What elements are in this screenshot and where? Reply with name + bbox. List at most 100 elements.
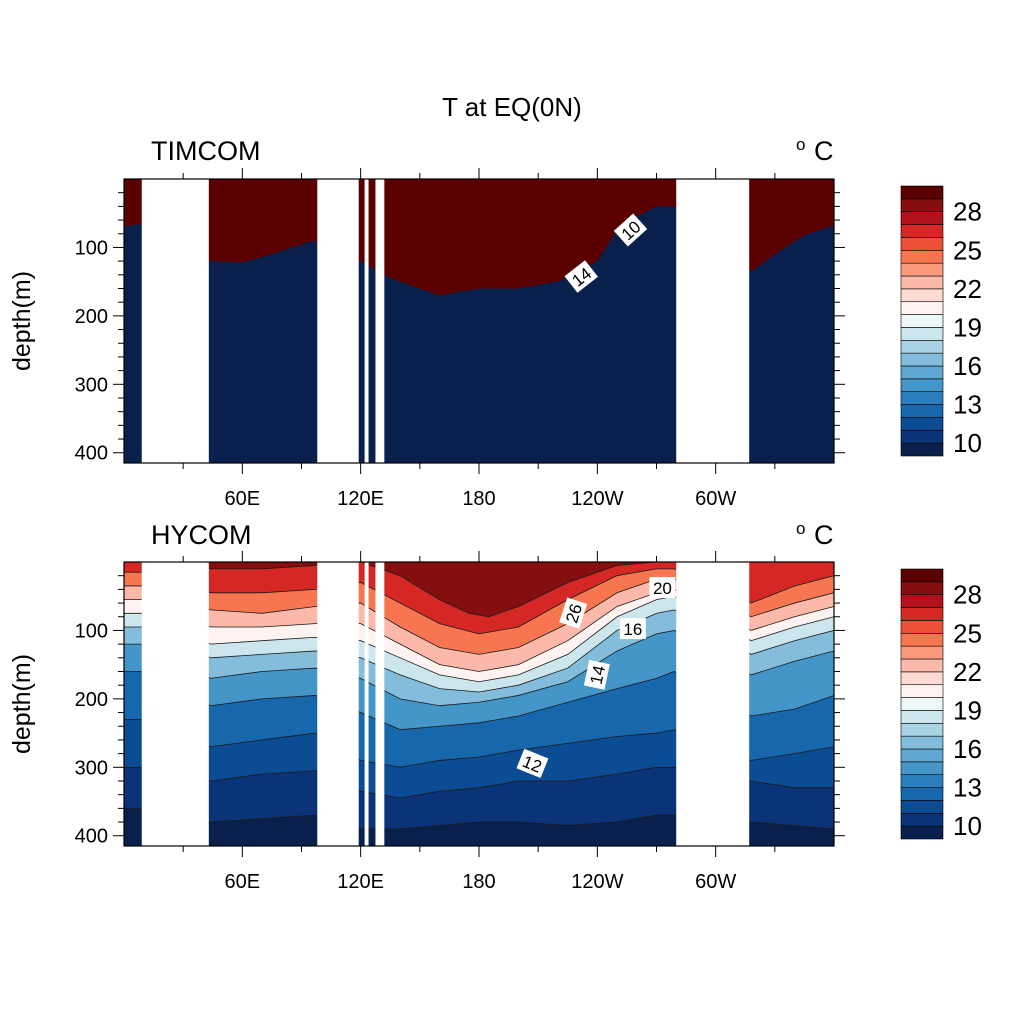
colorbar-box	[900, 658, 944, 673]
land-gap-2	[364, 178, 369, 464]
colorbar-label: 10	[953, 428, 982, 458]
colorbar-box	[900, 185, 944, 200]
colorbar-box	[900, 825, 944, 840]
x-tick-label: 60E	[225, 488, 261, 510]
colorbar-box	[900, 581, 944, 596]
colorbar-box	[900, 607, 944, 621]
colorbar-box	[900, 812, 944, 827]
colorbar-box	[900, 748, 944, 763]
contour-label: 20	[649, 577, 676, 599]
contour-label-text: 14	[587, 664, 610, 686]
y-axis-label: depth(m)	[8, 271, 36, 371]
colorbar-box	[900, 684, 944, 698]
colorbar-box	[900, 429, 944, 444]
y-tick-label: 300	[75, 374, 108, 396]
x-tick-label: 120W	[571, 488, 623, 510]
contour-label: 16	[619, 618, 646, 640]
colorbar-label: 13	[953, 390, 982, 420]
colorbar-box	[900, 442, 944, 457]
contour-label-box	[564, 260, 598, 293]
isotherm-line-28	[124, 562, 834, 618]
colorbar-box	[900, 211, 944, 225]
land-gap-3	[375, 561, 385, 847]
y-tick-label: 400	[75, 443, 108, 465]
colorbar-box	[900, 594, 944, 608]
x-tick-label: 180	[462, 871, 495, 893]
colorbar-label: 19	[953, 312, 982, 342]
land-gap-0	[141, 561, 209, 847]
panel-title: TIMCOM	[151, 136, 260, 166]
colorbar-box	[900, 288, 944, 303]
contour-label-box	[559, 597, 588, 629]
colorbar-box	[900, 697, 944, 711]
y-tick-label: 100	[75, 620, 108, 642]
colorbar-box	[900, 224, 944, 238]
panels-layer: 10 14 60E 120E 180 120W 60W 100 200 300 400 depth(m…	[8, 135, 982, 893]
isotherm-band-28	[124, 562, 834, 617]
land-gap-1	[317, 561, 359, 847]
y-axis-label: depth(m)	[8, 654, 36, 754]
colorbar-box	[900, 314, 944, 328]
panel-title: HYCOM	[151, 520, 252, 550]
land-gap-4	[676, 178, 750, 464]
colorbar: 10 13 16 19 22 25 28	[900, 185, 982, 458]
colorbar-box	[900, 417, 944, 431]
colorbar-box	[900, 237, 944, 251]
contour-label: 14	[583, 659, 610, 690]
land-gap-4	[676, 561, 750, 847]
colorbar-label: 22	[953, 274, 982, 304]
x-tick-label: 120W	[571, 871, 623, 893]
colorbar-box	[900, 735, 944, 750]
colorbar-label: 16	[953, 734, 982, 764]
colorbar-label: 13	[953, 773, 982, 803]
x-tick-label: 120E	[337, 488, 384, 510]
colorbar-label: 28	[953, 197, 982, 227]
colorbar-box	[900, 352, 944, 367]
colorbar-box	[900, 262, 944, 277]
unit-label: C	[814, 136, 834, 166]
colorbar-box	[900, 645, 944, 660]
panel-hycom: 20 26 16 14 12 60E 120E 180 120W 60W 100 200 300 400 d…	[8, 519, 982, 893]
figure-title: T at EQ(0N)	[442, 92, 582, 122]
colorbar-box	[900, 761, 944, 776]
x-tick-label: 60W	[695, 871, 736, 893]
y-tick-label: 400	[75, 826, 108, 848]
contour-label-box	[583, 659, 610, 690]
x-tick-label: 120E	[337, 871, 384, 893]
colorbar-box	[900, 378, 944, 393]
colorbar-box	[900, 620, 944, 634]
contour-label-box	[619, 618, 646, 640]
colorbar-box	[900, 198, 944, 213]
x-tick-label: 180	[462, 488, 495, 510]
land-gap-2	[364, 561, 369, 847]
colorbar-box	[900, 568, 944, 583]
land-gap-3	[375, 178, 385, 464]
colorbar-label: 19	[953, 695, 982, 725]
contour-label-box	[649, 577, 676, 599]
colorbar-label: 22	[953, 657, 982, 687]
colorbar-label: 10	[953, 811, 982, 841]
unit-degree-symbol: o	[796, 519, 805, 538]
colorbar-box	[900, 365, 944, 380]
colorbar-box	[900, 722, 944, 737]
colorbar-box	[900, 404, 944, 418]
land-gap-0	[141, 178, 209, 464]
contour-label-box	[613, 213, 648, 247]
colorbar-box	[900, 275, 944, 290]
unit-degree-symbol: o	[796, 135, 805, 154]
colorbar-box	[900, 671, 944, 686]
colorbar: 10 13 16 19 22 25 28	[900, 568, 982, 841]
contour-label-box	[516, 748, 549, 779]
contour-label-text: 20	[653, 579, 672, 598]
y-tick-label: 100	[75, 237, 108, 259]
y-tick-label: 300	[75, 757, 108, 779]
unit-label: C	[814, 520, 834, 550]
colorbar-box	[900, 391, 944, 405]
colorbar-box	[900, 774, 944, 788]
land-gap-1	[317, 178, 359, 464]
colorbar-box	[900, 787, 944, 801]
colorbar-label: 25	[953, 235, 982, 265]
colorbar-box	[900, 632, 944, 647]
